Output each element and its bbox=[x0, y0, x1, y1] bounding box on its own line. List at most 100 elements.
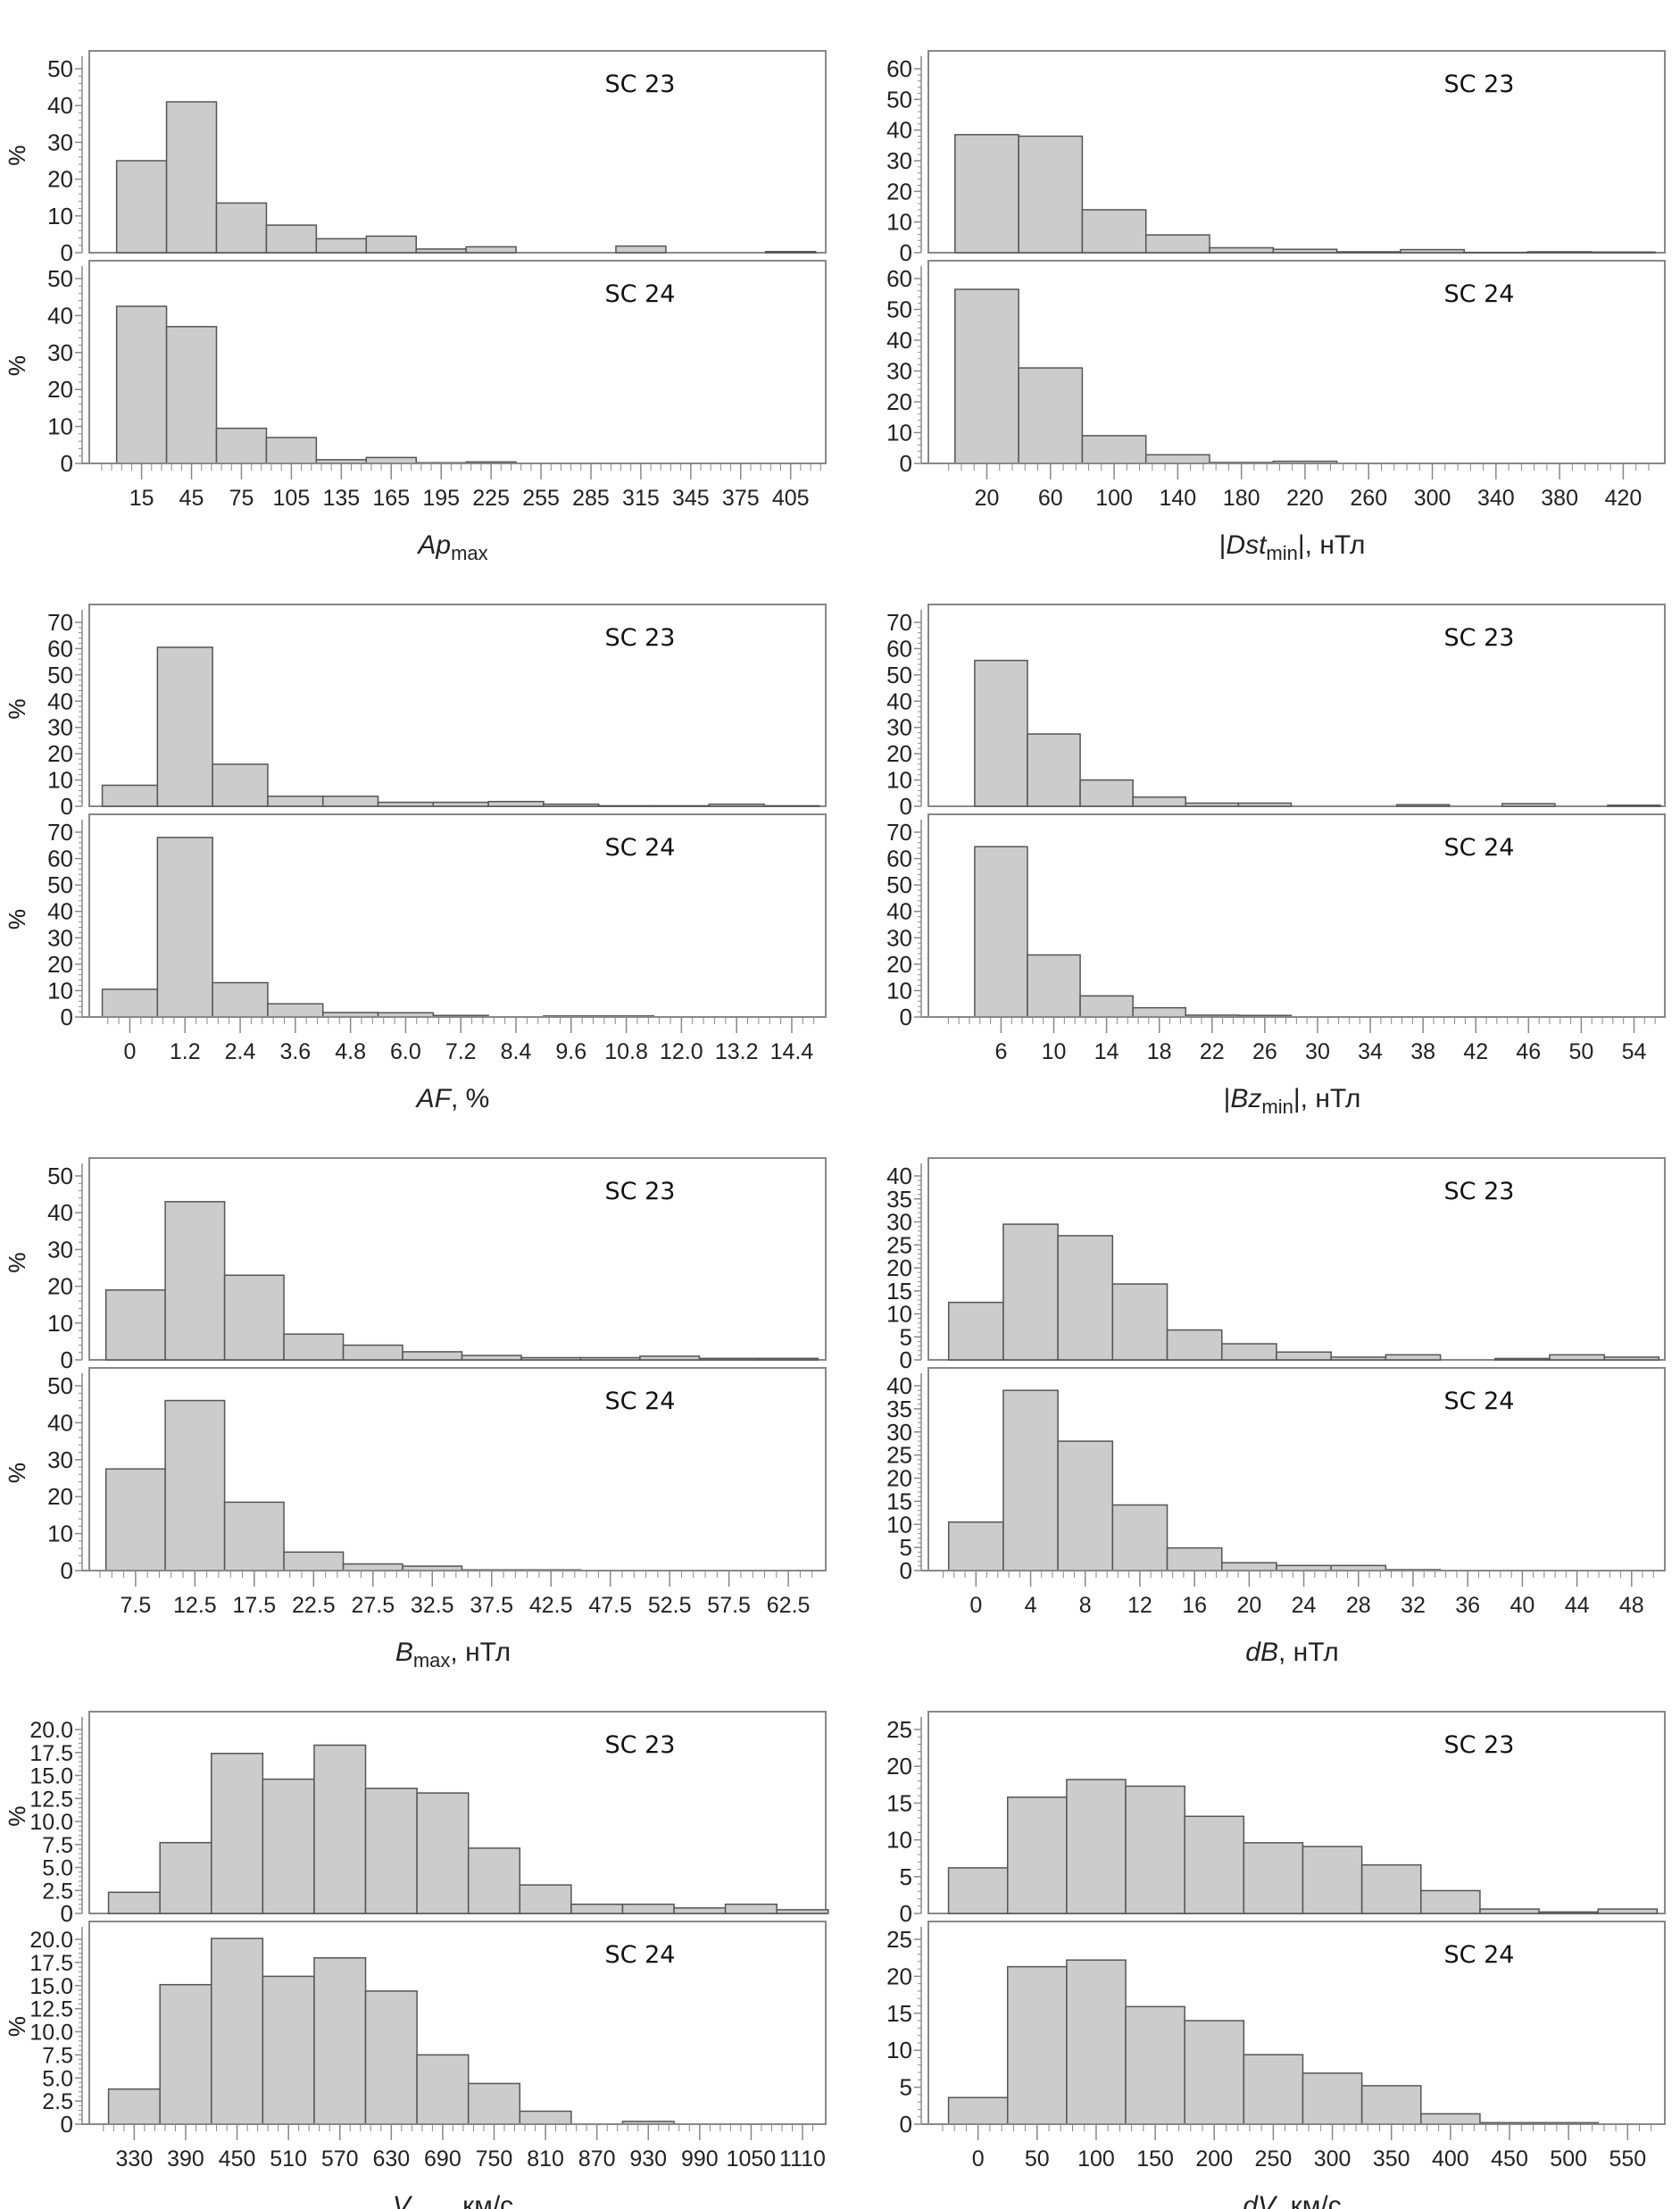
histogram-bar bbox=[1027, 733, 1081, 807]
x-tick-label: 4 bbox=[1025, 1593, 1037, 1618]
y-tick-label: 5 bbox=[900, 1534, 912, 1561]
panel-dv-sc24: 0 5 10 15 20 25% SC 24 bbox=[4, 1921, 1666, 2138]
y-tick-label: 25 bbox=[886, 1442, 912, 1469]
x-tick-label: 340 bbox=[1477, 486, 1515, 511]
x-tick-label: 195 bbox=[422, 486, 460, 511]
histogram-bar bbox=[223, 1274, 285, 1361]
x-tick-label: 22 bbox=[1200, 1039, 1225, 1064]
y-tick-label: 0 bbox=[900, 1557, 912, 1584]
histogram-bar bbox=[1360, 2085, 1422, 2125]
y-tick-label: 30 bbox=[47, 924, 73, 951]
y-tick-label: 10 bbox=[886, 2037, 912, 2063]
histogram-bar bbox=[1132, 1006, 1186, 1018]
axis-title-main: V bbox=[393, 2191, 413, 2209]
histogram-bar bbox=[364, 1990, 418, 2125]
x-tick-label: 400 bbox=[1432, 2146, 1469, 2171]
panel-label: SC 23 bbox=[1444, 1178, 1515, 1205]
histogram-bar bbox=[1209, 246, 1275, 254]
histogram-bar bbox=[1220, 1562, 1277, 1571]
x-tick-label: 17.5 bbox=[233, 1593, 277, 1618]
axis-title-subscript: max bbox=[451, 542, 488, 564]
y-tick-label: 20 bbox=[886, 178, 912, 204]
x-tick-label: 450 bbox=[219, 2146, 256, 2171]
histogram-bar bbox=[1066, 1959, 1127, 2125]
histogram-bar bbox=[947, 1301, 1004, 1361]
axis-title-main: B bbox=[395, 1638, 413, 1667]
x-tick-label: 15 bbox=[129, 486, 154, 511]
histogram-bar bbox=[1385, 1354, 1442, 1361]
y-tick-label: 40 bbox=[47, 92, 73, 119]
y-tick-label: 40 bbox=[47, 688, 73, 714]
x-tick-label: 0 bbox=[969, 1593, 982, 1618]
y-tick-label: 60 bbox=[47, 846, 73, 872]
histogram-bar bbox=[465, 246, 517, 254]
y-tick-label: 0 bbox=[900, 239, 912, 266]
x-tick-label: 285 bbox=[572, 486, 610, 511]
x-tick-label: 100 bbox=[1077, 2146, 1115, 2171]
y-tick-label: 10 bbox=[47, 1521, 73, 1547]
x-tick-label: 300 bbox=[1314, 2146, 1351, 2171]
histogram-bar bbox=[1057, 1235, 1114, 1361]
histogram-bar bbox=[211, 1938, 264, 2125]
x-axis-title: AF, % bbox=[415, 1084, 490, 1113]
y-tick-label: 10 bbox=[886, 977, 912, 1004]
histogram-bar bbox=[1400, 248, 1465, 254]
x-tick-label: 44 bbox=[1565, 1593, 1590, 1618]
y-tick-label: 10 bbox=[886, 1511, 912, 1538]
y-tick-label: 50 bbox=[886, 871, 912, 898]
y-tick-label: 60 bbox=[886, 265, 912, 292]
y-tick-label: 40 bbox=[886, 327, 912, 354]
x-tick-label: 220 bbox=[1286, 486, 1324, 511]
y-axis-label: % bbox=[4, 909, 30, 929]
x-tick-label: 34 bbox=[1358, 1039, 1383, 1064]
histogram-bar bbox=[1272, 248, 1338, 254]
histogram-bar bbox=[1538, 1911, 1599, 1914]
axis-title-main: AF bbox=[415, 1084, 453, 1113]
x-tick-label: 2.4 bbox=[225, 1039, 256, 1064]
x-tick-label: 450 bbox=[1491, 2146, 1528, 2171]
x-tick-label: 105 bbox=[273, 486, 311, 511]
y-tick-label: 50 bbox=[886, 662, 912, 688]
x-tick-label: 390 bbox=[167, 2146, 204, 2171]
y-tick-label: 40 bbox=[47, 302, 73, 329]
histogram-bar bbox=[342, 1563, 403, 1571]
histogram-bar bbox=[1420, 2113, 1481, 2125]
histogram-bar bbox=[432, 801, 489, 807]
x-tick-label: 18 bbox=[1147, 1039, 1172, 1064]
x-tick-label: 32 bbox=[1401, 1593, 1426, 1618]
x-tick-label: 690 bbox=[424, 2146, 462, 2171]
histogram-bar bbox=[101, 784, 159, 807]
x-tick-label: 630 bbox=[372, 2146, 410, 2171]
y-tick-label: 60 bbox=[886, 635, 912, 662]
histogram-bar bbox=[1166, 1546, 1223, 1571]
x-tick-label: 9.6 bbox=[555, 1039, 586, 1064]
x-tick-label: 420 bbox=[1605, 486, 1643, 511]
panel-label: SC 24 bbox=[1444, 1388, 1515, 1415]
y-tick-label: 10 bbox=[47, 977, 73, 1004]
y-tick-label: 17.5 bbox=[29, 1951, 73, 1976]
panel-bmax-sc23: 0 10 20 30 40 50% SC 23 bbox=[4, 1157, 827, 1373]
x-tick-label: 300 bbox=[1414, 486, 1451, 511]
x-tick-label: 350 bbox=[1373, 2146, 1410, 2171]
y-tick-label: 50 bbox=[47, 1163, 73, 1189]
x-tick-label: 50 bbox=[1025, 2146, 1050, 2171]
y-tick-label: 20 bbox=[886, 388, 912, 415]
y-tick-label: 0 bbox=[61, 1900, 73, 1927]
x-tick-label: 12.0 bbox=[660, 1039, 703, 1064]
histogram-bar bbox=[776, 1909, 829, 1914]
axis-title-unit: , нТл bbox=[1278, 1638, 1339, 1667]
panel-label: SC 24 bbox=[605, 1941, 676, 1969]
x-tick-label: 165 bbox=[372, 486, 410, 511]
x-tick-label: 27.5 bbox=[351, 1593, 395, 1618]
histogram-bar bbox=[223, 1501, 285, 1571]
y-tick-label: 30 bbox=[47, 1446, 73, 1473]
y-tick-label: 20.0 bbox=[29, 1718, 73, 1743]
y-tick-label: 50 bbox=[47, 871, 73, 898]
x-tick-label: 54 bbox=[1622, 1039, 1647, 1064]
y-tick-label: 0 bbox=[61, 2111, 73, 2138]
